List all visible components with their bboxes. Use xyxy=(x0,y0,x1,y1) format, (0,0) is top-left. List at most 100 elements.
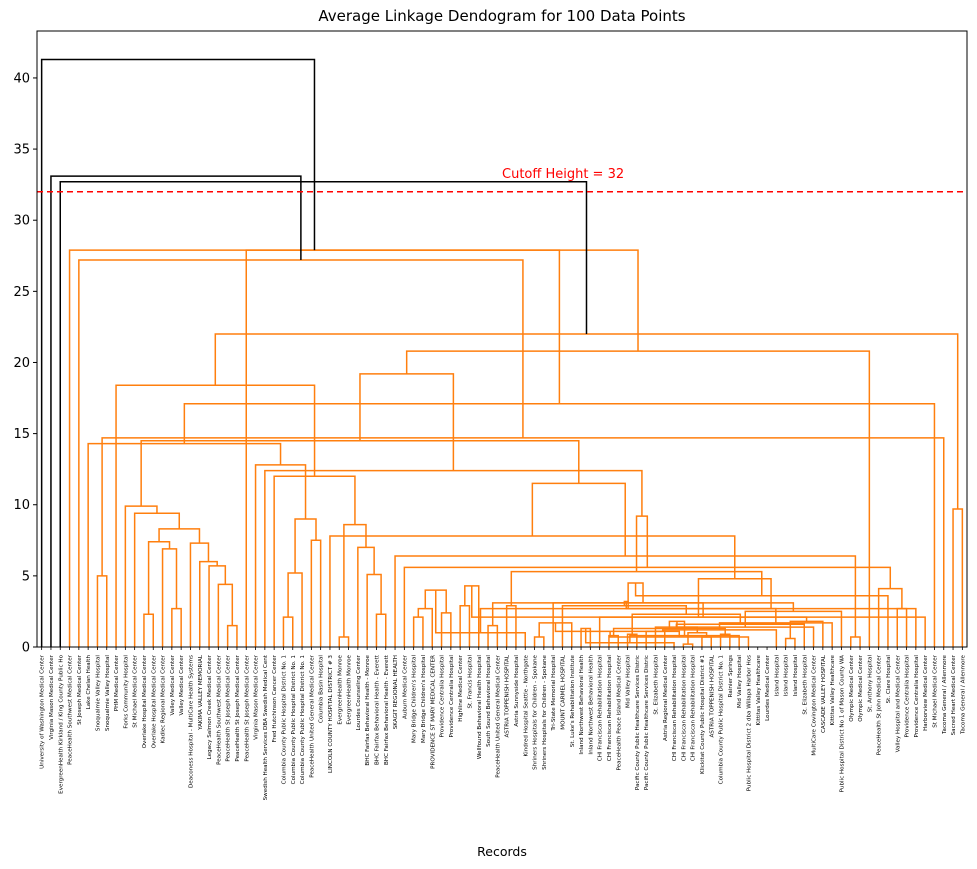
dendrogram-link xyxy=(133,512,181,647)
leaf-label: PeaceHealth St John Medical Center xyxy=(877,654,883,755)
leaf-label: PeaceHealth St Joseph Medical Center xyxy=(244,654,250,761)
dendrogram-link xyxy=(784,637,796,647)
leaf-label: CHI Franciscan Rehabilitation Hospital xyxy=(691,655,697,762)
dendrogram-link xyxy=(366,573,382,647)
leaf-label: Island Hospital xyxy=(793,655,799,697)
leaf-label: South Sound Behavioral Hospital xyxy=(486,655,492,747)
plot-frame xyxy=(36,30,968,648)
leaf-label: St. Anthony Hospital xyxy=(867,655,873,713)
dendrogram-link xyxy=(147,540,171,615)
dendrogram-link xyxy=(183,402,936,647)
cutoff-label: Cutoff Height = 32 xyxy=(502,167,624,182)
dendrogram-link xyxy=(625,601,917,647)
dendrogram-link xyxy=(208,565,227,647)
dendrogram-link xyxy=(538,622,573,647)
leaf-label: Swedish Health Services DBA Swedish Medi… xyxy=(263,654,269,800)
leaf-label: Snoqualmie Valley Hospital xyxy=(105,655,111,732)
leaf-label: St. Clare Hospital xyxy=(886,655,892,704)
leaf-label: Tri-State Memorial Hospital xyxy=(551,655,557,732)
leaf-label: PeaceHealth St Joseph Medical Center xyxy=(226,654,232,761)
y-tick-label: 5 xyxy=(22,569,30,584)
dendrogram-link xyxy=(687,632,708,645)
dendrogram-link xyxy=(440,612,452,647)
y-tick-label: 30 xyxy=(13,214,30,229)
dendrogram-link xyxy=(459,604,471,647)
leaf-label: PeaceHealth United General Medical Cente… xyxy=(495,654,501,777)
dendrogram-link xyxy=(896,607,908,647)
dendrogram-link xyxy=(533,636,545,647)
leaf-label: Deaconess Hospital - MultiCare Health Sy… xyxy=(188,655,194,788)
leaf-label: Lourdes Counseling Center xyxy=(356,654,362,730)
dendrogram-link xyxy=(294,518,317,574)
dendrogram-link xyxy=(629,634,740,647)
leaf-label: Kittitas Valley Healthcare xyxy=(756,654,762,725)
dendrogram-link xyxy=(273,475,356,647)
leaf-label: Auburn Medical Center xyxy=(402,654,408,719)
leaf-label: St. Elizabeth Hospital xyxy=(653,655,659,715)
dendrogram-link xyxy=(171,607,182,647)
leaf-label: YAKIMA VALLEY MEMORIAL xyxy=(198,654,204,731)
leaf-label: Valley Hospital and Medical Center xyxy=(895,654,901,752)
leaf-label: Harborview Medical Center xyxy=(923,654,929,731)
leaf-label: Shriners Hospitals for Children - Spokan… xyxy=(533,654,539,769)
leaf-label: Providence Centralia Hospital xyxy=(914,655,920,738)
dendrogram-link xyxy=(287,572,303,647)
leaf-label: EvergreenHealth Monroe xyxy=(347,654,353,724)
leaf-label: Fred Hutchinson Cancer Center xyxy=(272,654,278,742)
dendrogram-link xyxy=(214,333,959,510)
y-tick-label: 20 xyxy=(13,356,30,371)
dendrogram-link xyxy=(561,604,688,647)
leaf-label: Highline Medical Center xyxy=(458,654,464,721)
leaf-label: Snoqualmie Valley Hospital xyxy=(95,655,101,732)
leaf-label: Tacoma General / Allenmore xyxy=(942,654,948,735)
dendrogram-link xyxy=(310,539,322,647)
dendrogram-link xyxy=(531,482,626,556)
leaf-label: Mid Valley Hospital xyxy=(737,655,743,708)
dendrogram-link xyxy=(505,604,517,647)
leaf-label: Olympic Medical Center xyxy=(849,654,855,721)
dendrogram-link xyxy=(487,624,499,647)
leaf-label: PeaceHealth Southwest Medical Center xyxy=(216,654,222,765)
leaf-label: Inland Northwest Behavioral Health xyxy=(588,655,594,755)
leaf-label: St. Francis Hospital xyxy=(467,655,473,709)
dendrogram-link xyxy=(357,546,375,647)
dendrogram-link xyxy=(697,577,772,618)
leaf-label: Astria Regional Medical Center xyxy=(663,654,669,741)
leaf-label: Rainier Springs xyxy=(728,655,734,697)
leaf-label: Tacoma General / Allenmore xyxy=(960,654,966,735)
dendrogram-link xyxy=(226,624,238,647)
x-axis-label: Records xyxy=(477,844,527,859)
leaf-label: Overlake Hospital Medical Center xyxy=(151,654,157,748)
leaf-label: BHC Fairfax Behavioral Health - Monroe xyxy=(365,654,371,765)
leaf-label: University of Washington Medical Center xyxy=(40,654,46,769)
dendrogram-link xyxy=(264,469,643,647)
leaf-label: LINCOLN COUNTY HOSPITAL DISTRICT # 3 xyxy=(328,655,334,773)
leaf-label: CHI Franciscan Rehabilitation Hospital xyxy=(607,655,613,762)
dendrogram-link xyxy=(403,566,892,647)
leaf-label: Legacy Salmon Creek Medical Center xyxy=(207,654,213,759)
leaf-label: Columbia County Public Hospital District… xyxy=(719,655,725,785)
leaf-label: Shriners Hospitals for Children - Spokan… xyxy=(542,654,548,769)
dendrogram-link xyxy=(635,515,649,572)
leaf-label: PeaceHealth United General Medical Cente… xyxy=(309,654,315,777)
dendrogram-link xyxy=(50,175,302,647)
dendrogram-link xyxy=(608,634,619,647)
leaf-label: CHI Franciscan Rehabilitation Hospital xyxy=(598,655,604,762)
leaf-label: Astria Sunnyside Hospital xyxy=(514,655,520,727)
dendrogram-link xyxy=(254,464,307,647)
leaf-label: Providence Centralia Hospital xyxy=(440,655,446,738)
leaf-label: St. Elizabeth Hospital xyxy=(802,655,808,715)
dendrogram-link xyxy=(245,249,639,647)
leaf-label: Virginia Mason Medical Center xyxy=(49,654,55,740)
dendrogram-link xyxy=(96,575,108,647)
leaf-label: Overlake Hospital Medical Center xyxy=(142,654,148,748)
leaf-label: Virginia Mason Medical Center xyxy=(254,654,260,740)
dendrogram-link xyxy=(338,636,350,647)
leaf-label: St. Luke's Rehabilitation Institute xyxy=(570,654,576,747)
y-tick-label: 25 xyxy=(13,285,30,300)
leaf-label: Columbia County Public Hospital District… xyxy=(291,655,297,785)
leaf-label: SKAGIT REGIONAL HEALTH xyxy=(393,655,399,729)
leaf-label: Mary Bridge Children's Hospital xyxy=(412,655,418,743)
leaf-label: Public Hospital District No 1 of Mason C… xyxy=(839,655,845,793)
